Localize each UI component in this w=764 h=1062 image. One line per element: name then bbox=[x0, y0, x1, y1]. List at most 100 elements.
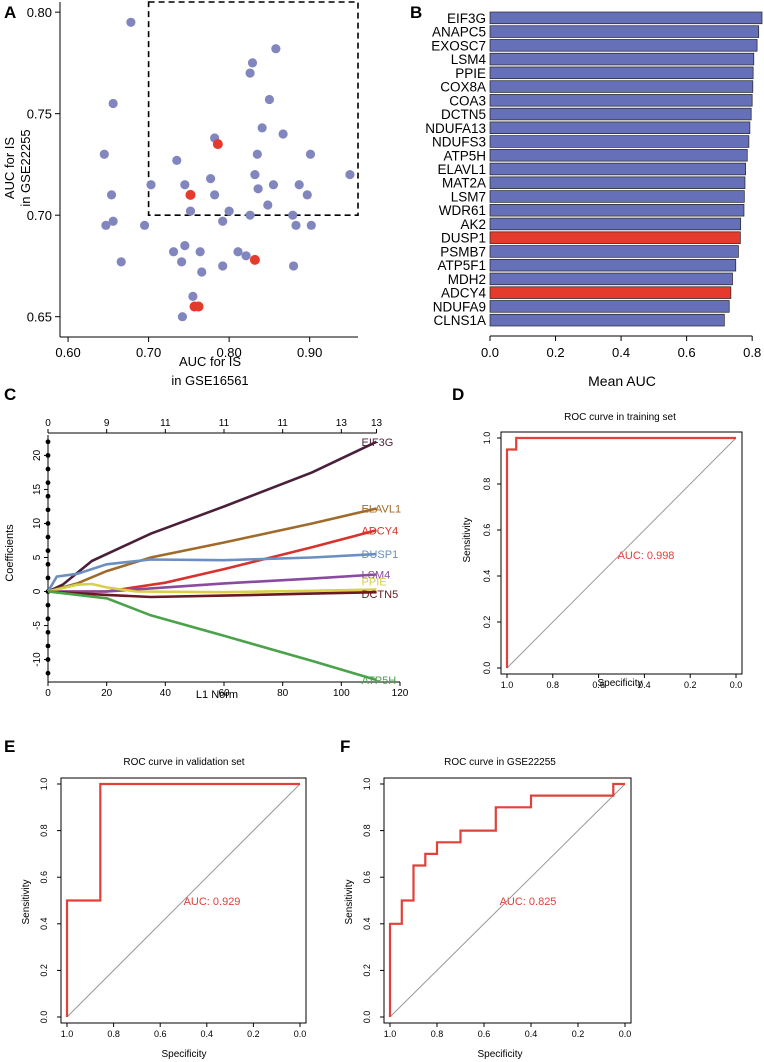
panel-b-category-label: DUSP1 bbox=[441, 231, 486, 246]
panel-b-category-label: ADCY4 bbox=[441, 286, 487, 301]
panel-b-bar bbox=[489, 272, 733, 286]
panel-d-auc: AUC: 0.998 bbox=[618, 550, 675, 562]
panel-roc-x-tick-label: 1.0 bbox=[384, 1029, 397, 1039]
panel-c-series-line bbox=[46, 552, 377, 593]
panel-b-bar bbox=[489, 231, 741, 244]
panel-c-top-tick-label: 13 bbox=[336, 418, 348, 429]
panel-c-series-line bbox=[47, 590, 377, 682]
panel-c-lambda-dot bbox=[45, 629, 51, 635]
panel-roc-x-tick-label: 0.8 bbox=[107, 1029, 120, 1039]
panel-a-point bbox=[195, 247, 205, 257]
panel-roc-diagonal bbox=[506, 437, 737, 669]
panel-b-category-label: COA3 bbox=[449, 93, 486, 108]
panel-a-highlight-point bbox=[249, 254, 260, 265]
panel-b-category-label: CLNS1A bbox=[433, 313, 486, 328]
panel-a-highlight-point bbox=[193, 301, 204, 312]
panel-b-category-label: WDR61 bbox=[439, 203, 486, 218]
panel-c-lambda-dot bbox=[45, 602, 51, 608]
panel-c-x-tick-label: 100 bbox=[333, 688, 350, 699]
panel-a-point bbox=[245, 210, 255, 220]
panel-a-point bbox=[271, 44, 281, 54]
panel-a-highlight-point bbox=[185, 189, 196, 200]
panel-roc-y-tick-label: 0.6 bbox=[362, 871, 372, 884]
panel-b-bar bbox=[489, 121, 751, 135]
panel-b-category-label: PPIE bbox=[455, 66, 486, 81]
panel-e-xlabel: Specificity bbox=[161, 1049, 206, 1060]
panel-c-y-tick-label: -10 bbox=[32, 652, 43, 667]
panel-c-x-tick-label: 0 bbox=[45, 688, 51, 699]
panel-b-bar bbox=[489, 203, 745, 217]
panel-roc-x-tick-label: 0.0 bbox=[730, 680, 743, 690]
panel-roc-x-tick-label: 0.6 bbox=[154, 1029, 167, 1039]
panel-a-point bbox=[108, 98, 118, 109]
panel-a-point bbox=[263, 200, 273, 210]
panel-a-point bbox=[210, 190, 220, 200]
panel-b-category-label: AK2 bbox=[460, 217, 486, 232]
panel-roc-diagonal bbox=[66, 783, 301, 1018]
panel-roc-frame bbox=[60, 777, 307, 1024]
panel-roc-y-tick-label: 0.4 bbox=[362, 918, 372, 931]
panel-b-category-label: NDUFA9 bbox=[433, 299, 486, 314]
panel-c-series-line bbox=[47, 507, 377, 593]
panel-a-threshold-box bbox=[147, 1, 359, 216]
panel-roc-x-tick-label: 0.8 bbox=[547, 680, 560, 690]
panel-a-point bbox=[139, 220, 150, 230]
panel-b-category-label: NDUFA13 bbox=[425, 121, 486, 136]
panel-a-point bbox=[294, 180, 304, 190]
panel-c-series-label: ELAVL1 bbox=[362, 504, 402, 516]
panel-label-b: B bbox=[410, 3, 422, 22]
panel-c-series-label: DUSP1 bbox=[362, 549, 399, 561]
panel-a-point bbox=[250, 169, 260, 180]
panel-b-bar bbox=[489, 162, 746, 176]
panel-c-lambda-dot bbox=[45, 670, 51, 676]
panel-a-point bbox=[108, 216, 118, 226]
panel-f-auc: AUC: 0.825 bbox=[500, 896, 557, 908]
panel-b-category-label: COX8A bbox=[440, 80, 486, 95]
panel-e-auc: AUC: 0.929 bbox=[184, 896, 241, 908]
panel-a-point bbox=[146, 180, 156, 190]
panel-a-point bbox=[168, 247, 179, 257]
panel-c-y-tick-label: 5 bbox=[32, 554, 43, 560]
panel-roc-diagonal bbox=[389, 783, 626, 1018]
panel-label-c: C bbox=[4, 385, 16, 404]
panel-c-lambda-dot bbox=[45, 575, 51, 581]
panel-c-lambda-dot bbox=[45, 548, 51, 554]
panel-roc-y-tick-label: 0.8 bbox=[362, 824, 372, 837]
panel-c-lambda-dot bbox=[45, 521, 51, 526]
panel-roc-x-tick-label: 0.0 bbox=[619, 1029, 632, 1039]
panel-c-series-label: ATP5H bbox=[362, 675, 397, 687]
panel-b-x-tick-label: 0.2 bbox=[547, 345, 565, 360]
panel-b-bar bbox=[489, 245, 739, 258]
panel-c-lambda-dot bbox=[45, 561, 51, 567]
panel-b-category-label: MAT2A bbox=[442, 176, 486, 191]
panel-a-point bbox=[188, 291, 198, 301]
panel-b-xlabel: Mean AUC bbox=[588, 373, 656, 389]
panel-b-x-tick-label: 0.4 bbox=[612, 345, 630, 360]
panel-b-category-label: PSMB7 bbox=[440, 244, 486, 259]
panel-a-point bbox=[177, 312, 188, 322]
panel-a-point bbox=[224, 206, 234, 216]
panel-c-y-tick-label: 10 bbox=[32, 517, 43, 529]
panel-a-point bbox=[116, 257, 126, 267]
panel-roc-x-tick-label: 0.4 bbox=[201, 1029, 214, 1039]
panel-b-bar bbox=[489, 94, 753, 107]
panel-b-x-tick-label: 0.0 bbox=[481, 345, 499, 360]
panel-a-ylabel-1: AUC for IS bbox=[2, 137, 17, 199]
panel-b-bar bbox=[489, 11, 763, 25]
panel-b-bar bbox=[489, 217, 742, 231]
panel-roc-curve bbox=[505, 436, 736, 668]
panel-e-ylabel: Sensitivity bbox=[21, 879, 32, 924]
panel-a-point bbox=[278, 129, 288, 139]
panel-a-point bbox=[264, 94, 275, 105]
panel-roc-y-tick-label: 1.0 bbox=[39, 778, 49, 791]
panel-c-lambda-dot bbox=[45, 453, 51, 458]
panel-c-series-label: ADCY4 bbox=[362, 525, 399, 537]
panel-f-ylabel: Sensitivity bbox=[344, 879, 355, 924]
panel-f-title: ROC curve in GSE22255 bbox=[444, 757, 556, 768]
panel-a-point bbox=[172, 155, 182, 165]
panel-a-point bbox=[106, 190, 117, 200]
panel-a-titles: AUC for IS in GSE16561 AUC for IS in GSE… bbox=[2, 129, 249, 388]
panel-b-bar bbox=[489, 25, 760, 38]
panel-c-series-line bbox=[47, 582, 377, 594]
panel-a-point bbox=[185, 206, 196, 216]
